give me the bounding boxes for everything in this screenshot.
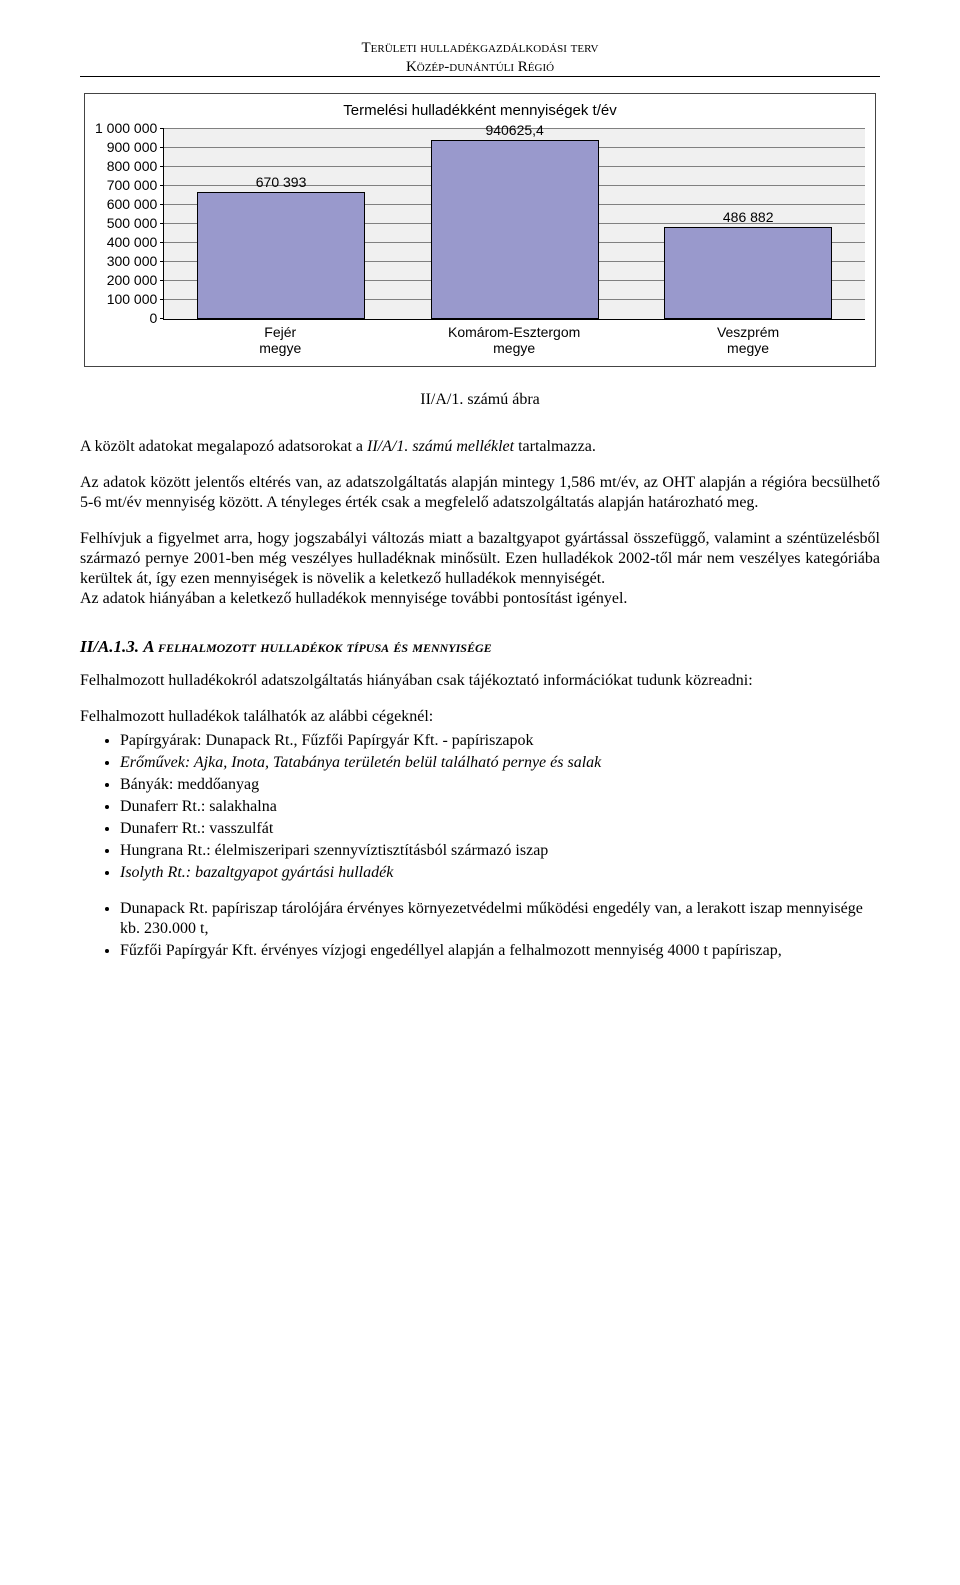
para1-text-a: A közölt adatokat megalapozó adatsorokat… (80, 438, 367, 455)
chart-x-label: Komárom-Esztergommegye (397, 324, 631, 356)
paragraph-4: Az adatok hiányában a keletkező hulladék… (80, 589, 880, 609)
chart-x-labels: FejérmegyeKomárom-EsztergommegyeVeszprém… (163, 324, 865, 356)
para1-text-c: tartalmazza. (514, 438, 596, 455)
chart-title: Termelési hulladékként mennyiségek t/év (95, 102, 865, 119)
chart-bar-value-label: 670 393 (164, 174, 398, 190)
section-heading: II/A.1.3. A felhalmozott hulladékok típu… (80, 637, 880, 657)
chart-bar-slot: 486 882 (631, 129, 865, 319)
chart-bar-value-label: 940625,4 (398, 122, 632, 138)
figure-caption: II/A/1. számú ábra (80, 391, 880, 409)
chart-bar (431, 140, 599, 319)
list-item: Hungrana Rt.: élelmiszeripari szennyvízt… (120, 841, 880, 861)
paragraph-intro: A közölt adatokat megalapozó adatsorokat… (80, 437, 880, 457)
chart-bar (664, 227, 832, 320)
chart-y-axis: 1 000 000900 000800 000700 000600 000500… (95, 129, 163, 319)
chart-bar-slot: 670 393 (164, 129, 398, 319)
paragraph-3: Felhívjuk a figyelmet arra, hogy jogszab… (80, 529, 880, 589)
section-title: A felhalmozott hulladékok típusa és menn… (143, 637, 491, 656)
list-item: Erőművek: Ajka, Inota, Tatabánya terület… (120, 753, 880, 773)
permit-list: Dunapack Rt. papíriszap tárolójára érvén… (120, 899, 880, 961)
chart-plot-area: 670 393940625,4486 882 (163, 129, 865, 320)
list-item: Dunapack Rt. papíriszap tárolójára érvén… (120, 899, 880, 939)
list-item: Papírgyárak: Dunapack Rt., Fűzfői Papírg… (120, 731, 880, 751)
list-item: Dunaferr Rt.: vasszulfát (120, 819, 880, 839)
chart-container: Termelési hulladékként mennyiségek t/év … (84, 93, 876, 367)
para1-text-b: II/A/1. számú melléklet (367, 438, 514, 455)
company-list: Papírgyárak: Dunapack Rt., Fűzfői Papírg… (120, 731, 880, 883)
paragraph-5: Felhalmozott hulladékokról adatszolgálta… (80, 671, 880, 691)
section-number: II/A.1.3. (80, 637, 143, 656)
page-header-line2: Közép-dunántúli Régió (80, 59, 880, 77)
list-item: Dunaferr Rt.: salakhalna (120, 797, 880, 817)
list-item: Fűzfői Papírgyár Kft. érvényes vízjogi e… (120, 941, 880, 961)
list-intro: Felhalmozott hulladékok találhatók az al… (80, 707, 880, 727)
chart-bar-value-label: 486 882 (631, 209, 865, 225)
page-header-line1: Területi hulladékgazdálkodási terv (80, 40, 880, 57)
chart-x-label: Fejérmegye (163, 324, 397, 356)
paragraph-2: Az adatok között jelentős eltérés van, a… (80, 473, 880, 513)
chart-bar (197, 192, 365, 319)
list-item: Bányák: meddőanyag (120, 775, 880, 795)
chart-bar-slot: 940625,4 (398, 129, 632, 319)
chart-x-label: Veszprémmegye (631, 324, 865, 356)
list-item: Isolyth Rt.: bazaltgyapot gyártási hulla… (120, 863, 880, 883)
